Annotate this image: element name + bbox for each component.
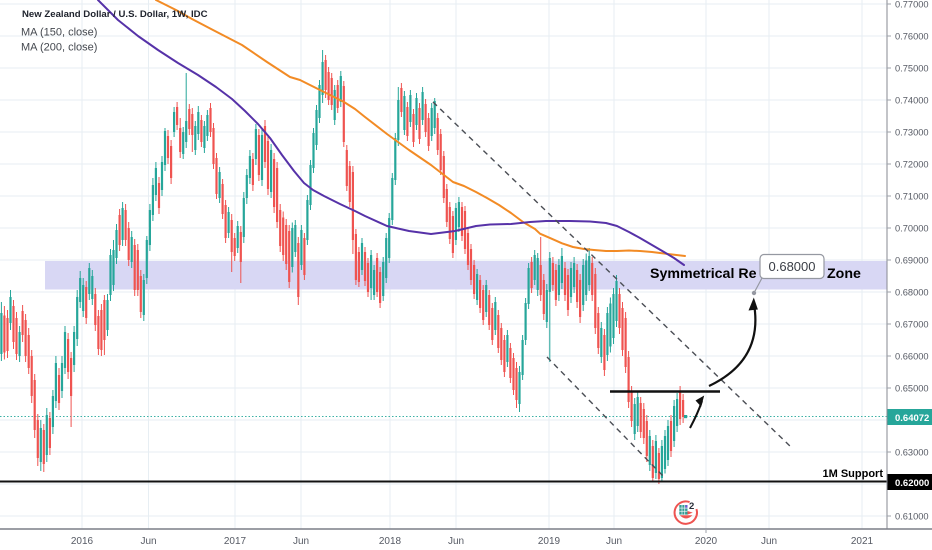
svg-text:0.77000: 0.77000 xyxy=(895,0,929,10)
svg-text:0.74000: 0.74000 xyxy=(895,96,929,106)
svg-text:MA (150, close): MA (150, close) xyxy=(21,27,97,39)
svg-text:Zone: Zone xyxy=(827,266,861,282)
svg-text:Jun: Jun xyxy=(606,536,622,547)
svg-text:0.69000: 0.69000 xyxy=(895,256,929,266)
svg-text:Jun: Jun xyxy=(761,536,777,547)
svg-text:0.68000: 0.68000 xyxy=(895,288,929,298)
svg-text:0.71000: 0.71000 xyxy=(895,192,929,202)
svg-text:New Zealand Dollar / U.S. Doll: New Zealand Dollar / U.S. Dollar, 1W, ID… xyxy=(22,9,208,20)
svg-text:2020: 2020 xyxy=(695,536,718,547)
svg-text:1M Support: 1M Support xyxy=(823,468,884,480)
svg-text:0.66000: 0.66000 xyxy=(895,352,929,362)
svg-text:0.61000: 0.61000 xyxy=(895,512,929,522)
svg-text:2018: 2018 xyxy=(379,536,402,547)
svg-text:0.72000: 0.72000 xyxy=(895,160,929,170)
svg-text:0.76000: 0.76000 xyxy=(895,32,929,42)
svg-text:Jun: Jun xyxy=(448,536,464,547)
svg-text:MA (200, close): MA (200, close) xyxy=(21,42,97,54)
svg-text:0.73000: 0.73000 xyxy=(895,128,929,138)
svg-text:2: 2 xyxy=(689,501,694,512)
svg-text:0.62000: 0.62000 xyxy=(895,478,929,489)
svg-text:Jun: Jun xyxy=(140,536,156,547)
svg-text:0.70000: 0.70000 xyxy=(895,224,929,234)
svg-text:2016: 2016 xyxy=(71,536,94,547)
svg-text:2021: 2021 xyxy=(851,536,874,547)
svg-text:Jun: Jun xyxy=(293,536,309,547)
svg-text:0.68000: 0.68000 xyxy=(769,259,816,274)
svg-text:0.64072: 0.64072 xyxy=(895,413,929,424)
svg-text:0.75000: 0.75000 xyxy=(895,64,929,74)
svg-text:2019: 2019 xyxy=(538,536,561,547)
svg-text:Symmetrical Re: Symmetrical Re xyxy=(650,266,757,282)
svg-text:0.65000: 0.65000 xyxy=(895,384,929,394)
svg-text:0.63000: 0.63000 xyxy=(895,448,929,458)
svg-text:2017: 2017 xyxy=(224,536,247,547)
svg-text:0.67000: 0.67000 xyxy=(895,320,929,330)
